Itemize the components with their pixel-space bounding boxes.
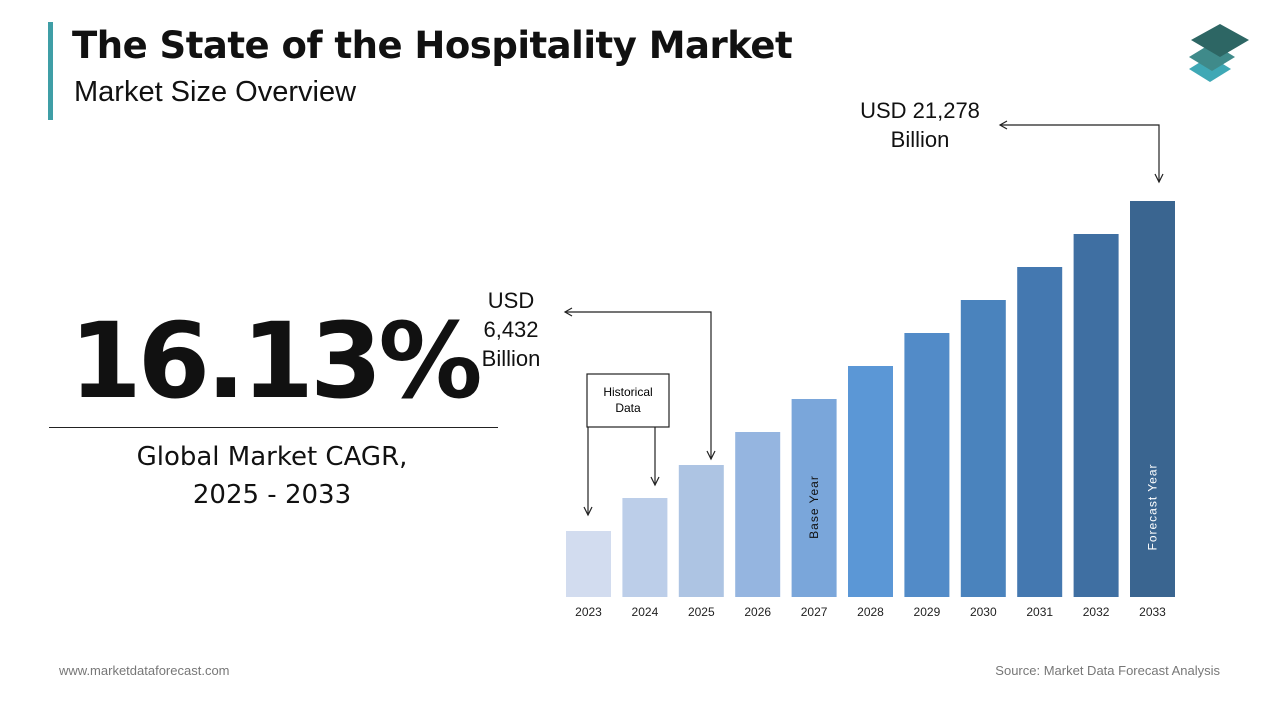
- bar-2033: [1130, 201, 1175, 597]
- footer-website: www.marketdataforecast.com: [59, 663, 230, 678]
- historical-label-line1: Historical: [603, 385, 652, 399]
- bar-2031: [1017, 267, 1063, 597]
- bar-2029: [904, 333, 950, 597]
- x-tick-label-2033: 2033: [1139, 605, 1166, 619]
- start-arrow-head-left: [563, 307, 573, 317]
- end-annotation-line1: USD 21,278: [860, 98, 980, 123]
- x-tick-label-2032: 2032: [1083, 605, 1110, 619]
- historical-label-line2: Data: [615, 401, 641, 415]
- end-value-annotation: USD 21,278 Billion: [840, 96, 1000, 154]
- title-accent-bar: [48, 22, 53, 120]
- cagr-label-line1: Global Market CAGR,: [136, 442, 408, 472]
- end-arrow-head-down: [1154, 173, 1164, 184]
- end-arrow-line: [1000, 124, 1160, 182]
- x-tick-label-2028: 2028: [857, 605, 884, 619]
- x-tick-label-2023: 2023: [575, 605, 602, 619]
- bar-2032: [1073, 234, 1119, 597]
- x-tick-label-2029: 2029: [914, 605, 941, 619]
- historical-arrow-head-2023: [583, 506, 593, 517]
- page-subtitle: Market Size Overview: [74, 76, 357, 108]
- end-annotation-line2: Billion: [890, 127, 950, 152]
- bar-2024: [622, 498, 668, 597]
- start-annotation-line1: USD: [487, 288, 535, 313]
- page-title: The State of the Hospitality Market: [72, 24, 793, 67]
- divider: [49, 427, 498, 428]
- historical-data-box: [586, 373, 670, 428]
- bar-2025: [678, 465, 724, 597]
- bar-2026: [735, 432, 781, 597]
- annotation-arrows: [563, 120, 1164, 517]
- start-value-annotation: USD 6,432 Billion: [466, 286, 556, 373]
- x-tick-label-2027: 2027: [801, 605, 828, 619]
- cagr-value: 16.13%: [69, 300, 482, 422]
- x-tick-label-2026: 2026: [744, 605, 771, 619]
- footer-source: Source: Market Data Forecast Analysis: [995, 663, 1220, 678]
- bar-2028: [848, 366, 893, 597]
- x-tick-label-2031: 2031: [1026, 605, 1053, 619]
- bar-2023: [566, 531, 611, 597]
- cagr-label-line2: 2025 - 2033: [192, 480, 352, 510]
- start-arrow-line: [565, 311, 712, 459]
- bar-label-2033: Forecast Year: [1146, 463, 1160, 550]
- bar-label-2027: Base Year: [807, 475, 821, 539]
- historical-arrow-head-2024: [650, 476, 660, 487]
- x-tick-label-2025: 2025: [688, 605, 715, 619]
- start-annotation-line2: 6,432: [483, 317, 539, 342]
- bar-2027: [791, 399, 837, 597]
- bar-2030: [960, 300, 1006, 597]
- cagr-label: Global Market CAGR, 2025 - 2033: [50, 438, 494, 514]
- x-tick-label-2030: 2030: [970, 605, 997, 619]
- end-arrow-head-left: [998, 120, 1008, 130]
- start-arrow-head-down: [706, 450, 716, 461]
- x-tick-label-2024: 2024: [632, 605, 659, 619]
- start-annotation-line3: Billion: [481, 346, 541, 371]
